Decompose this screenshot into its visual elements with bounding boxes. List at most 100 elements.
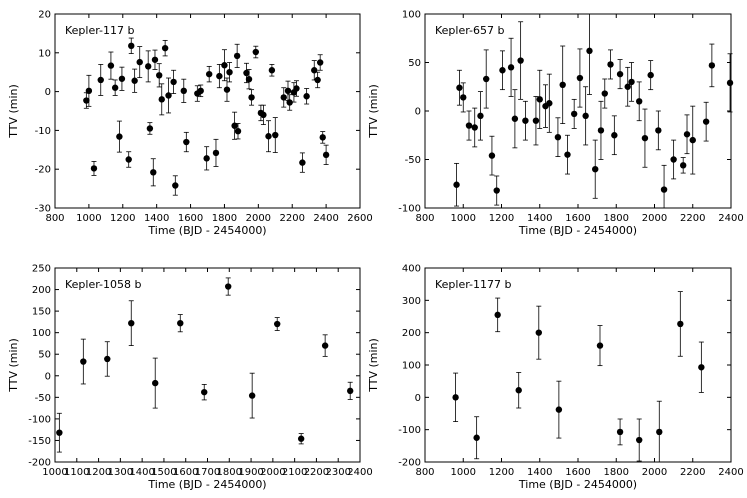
data-point [233, 52, 241, 60]
data-point [702, 118, 710, 125]
panel-kepler-657b: 800 1000 1200 1400 1600 1800 2000 2200 2400-100-… [367, 10, 744, 238]
data-point [248, 392, 256, 399]
data-point [660, 186, 668, 193]
data-point [559, 81, 566, 89]
x-tick-label: 1600 [565, 467, 590, 478]
data-point [272, 131, 279, 139]
x-tick-label: 1000 [451, 213, 476, 224]
data-point [656, 428, 663, 436]
data-point [216, 72, 223, 80]
y-tick-label: 200 [402, 328, 421, 339]
data-points [452, 291, 705, 462]
panel-title: Kepler-657 b [435, 24, 505, 37]
x-tick-label: 2000 [642, 213, 667, 224]
y-tick-label: 50 [408, 58, 421, 69]
data-point [483, 75, 490, 83]
data-point [274, 320, 281, 328]
data-point [708, 62, 716, 69]
data-point [494, 311, 501, 319]
x-tick-label: 2200 [680, 213, 705, 224]
x-tick-label: 1100 [64, 467, 89, 478]
data-point [532, 117, 540, 124]
y-tick-label: 100 [402, 10, 421, 21]
x-tick-label: 800 [415, 213, 434, 224]
data-point [321, 342, 329, 349]
y-tick-label: 0 [415, 393, 421, 404]
data-point [297, 435, 305, 442]
data-point [670, 156, 677, 163]
panel-kepler-1177b: 800 1000 1200 1400 1600 1800 2000 2200 2400-200-… [367, 264, 744, 492]
y-tick-label: -100 [28, 414, 51, 425]
data-point [234, 127, 242, 135]
x-tick-label: 1400 [144, 213, 169, 224]
y-tick-label: 50 [38, 350, 51, 361]
plot-frame [424, 13, 732, 209]
x-tick-label: 1000 [76, 213, 101, 224]
plot-frame [54, 267, 361, 463]
data-point [319, 134, 326, 141]
data-point [97, 76, 104, 84]
data-point [570, 110, 578, 118]
x-tick-label: 800 [45, 213, 64, 224]
y-tick-label: -50 [405, 155, 421, 166]
x-tick-label: 2400 [347, 467, 372, 478]
data-point [205, 70, 213, 78]
data-point [172, 182, 179, 189]
data-point [152, 379, 159, 387]
data-point [201, 388, 208, 396]
data-point [303, 93, 310, 100]
x-tick-label: 800 [415, 467, 434, 478]
data-point [136, 58, 143, 66]
data-point [203, 155, 210, 162]
data-point [293, 85, 300, 92]
data-point [555, 406, 563, 413]
x-tick-label: 1900 [238, 467, 263, 478]
x-tick-label: 1800 [212, 213, 237, 224]
x-tick-label: 1600 [178, 213, 203, 224]
data-point [85, 87, 93, 95]
data-point [473, 434, 480, 441]
data-point [677, 320, 684, 328]
data-point [515, 387, 522, 394]
x-tick-label: 2200 [304, 467, 329, 478]
data-point [131, 77, 138, 84]
data-point [322, 151, 330, 159]
panel-kepler-117b: 800 1000 1200 1400 1600 1800 2000 2200 2400 2600 -… [7, 10, 373, 238]
panel-kepler-1058b: 1000110012001300140015001600170018001900… [7, 264, 373, 492]
y-axis-label: TTV (min) [367, 338, 380, 393]
data-point [616, 428, 624, 436]
data-point [180, 87, 187, 95]
plot-frame [424, 267, 732, 463]
data-point [493, 187, 500, 194]
data-point [90, 165, 98, 172]
x-tick-label: 1000 [42, 467, 67, 478]
data-point [151, 56, 159, 63]
x-tick-label: 1200 [489, 213, 514, 224]
x-tick-label: 2000 [642, 467, 667, 478]
y-tick-label: 400 [402, 264, 421, 275]
data-point [592, 166, 599, 173]
y-tick-label: 200 [32, 285, 51, 296]
data-point [299, 159, 306, 166]
x-axis-label: Time (BJD - 2454000) [147, 224, 266, 237]
y-tick-label: -200 [28, 458, 51, 469]
y-tick-label: -30 [35, 204, 51, 215]
y-axis-label: TTV (min) [367, 84, 380, 139]
x-tick-label: 1800 [217, 467, 242, 478]
data-point [636, 98, 643, 105]
data-point [116, 133, 123, 140]
data-point [161, 44, 169, 52]
axis-ticks: 800 1000 1200 1400 1600 1800 2000 2200 2400-200-… [398, 264, 743, 479]
data-point [80, 358, 87, 365]
y-axis-label: TTV (min) [7, 84, 20, 139]
data-point [546, 100, 553, 107]
data-point [453, 181, 460, 188]
data-point [183, 138, 190, 146]
y-tick-label: 300 [402, 296, 421, 307]
x-tick-label: 2200 [279, 213, 304, 224]
data-point [456, 84, 463, 91]
data-point [104, 355, 111, 363]
data-point [564, 151, 571, 158]
data-point [679, 162, 687, 169]
panel-title: Kepler-117 b [65, 24, 135, 37]
